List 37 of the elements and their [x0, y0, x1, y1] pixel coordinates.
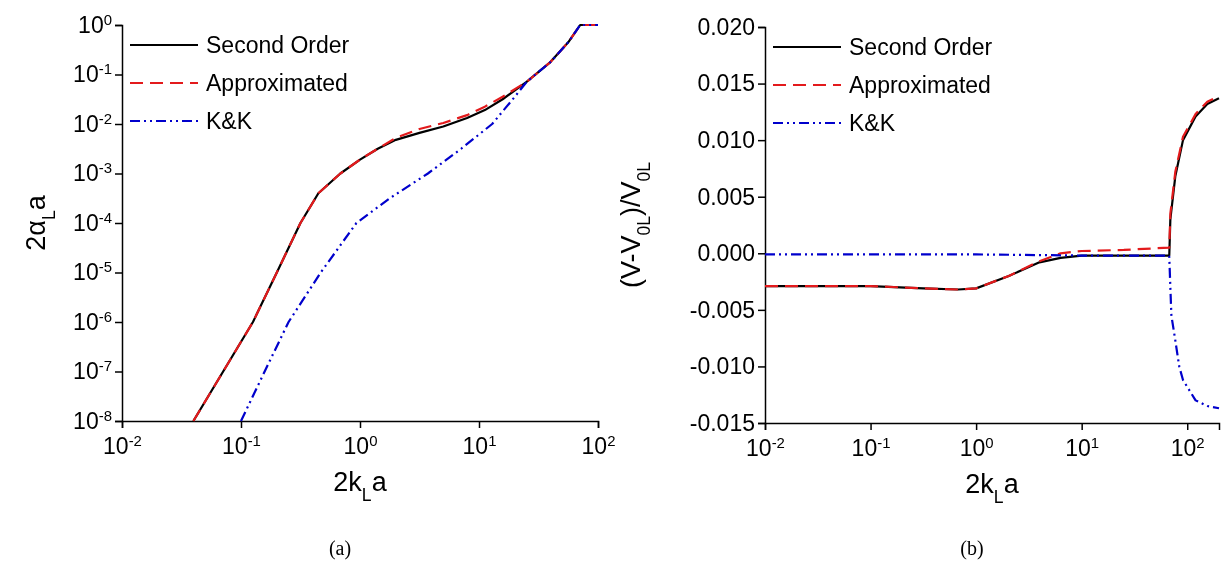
y-tick-label: -0.005 [689, 296, 755, 323]
text: (a) [328, 537, 352, 560]
y-tick-label: 10$^{-4}$ [73, 208, 112, 236]
x-axis-title: 2k$_{L}$a [333, 467, 388, 505]
y-tick-label: 0.000 [697, 240, 755, 267]
x-tick-label: 10$^{-2}$ [746, 433, 785, 462]
x-tick-label: 10$^{-1}$ [851, 433, 891, 462]
legend-label: K&K [206, 108, 253, 135]
y-tick-label: 10$^{-6}$ [73, 307, 112, 335]
y-tick-label: 10$^{-1}$ [73, 59, 112, 88]
y-tick-label: 0.005 [697, 183, 755, 210]
y-tick-label: 10$^{-8}$ [73, 406, 112, 434]
text: (b) [960, 537, 984, 560]
y-tick-label: -0.015 [689, 409, 755, 436]
y-tick-label: 10$^{-2}$ [73, 109, 112, 137]
legend-label: K&K [849, 110, 896, 137]
x-axis-title: 2k$_{L}$a [965, 469, 1020, 507]
y-tick-label: 10$^{0}$ [78, 10, 112, 38]
x-tick-label: 10$^{0}$ [343, 431, 378, 460]
y-tick-label: 0.020 [697, 13, 755, 40]
legend-label: Second Order [206, 32, 350, 59]
y-tick-label: -0.010 [689, 353, 755, 380]
legend-label: Second Order [849, 34, 993, 61]
x-tick-label: 10$^{2}$ [1170, 433, 1205, 462]
y-tick-label: 10$^{-5}$ [73, 257, 112, 286]
x-tick-label: 10$^{1}$ [462, 431, 497, 460]
x-tick-label: 10$^{0}$ [959, 433, 994, 462]
y-tick-label: 0.010 [697, 127, 755, 153]
legend-label: Approximated [206, 70, 348, 97]
x-tick-label: 10$^{-1}$ [222, 431, 261, 460]
x-tick-label: 10$^{1}$ [1065, 433, 1100, 462]
y-tick-label: 10$^{-3}$ [73, 158, 112, 187]
y-tick-label: 10$^{-7}$ [73, 356, 112, 385]
y-tick-label: 0.015 [697, 70, 755, 97]
x-tick-label: 10$^{-2}$ [103, 431, 142, 460]
legend-label: Approximated [849, 72, 991, 99]
x-tick-label: 10$^{2}$ [581, 431, 616, 460]
